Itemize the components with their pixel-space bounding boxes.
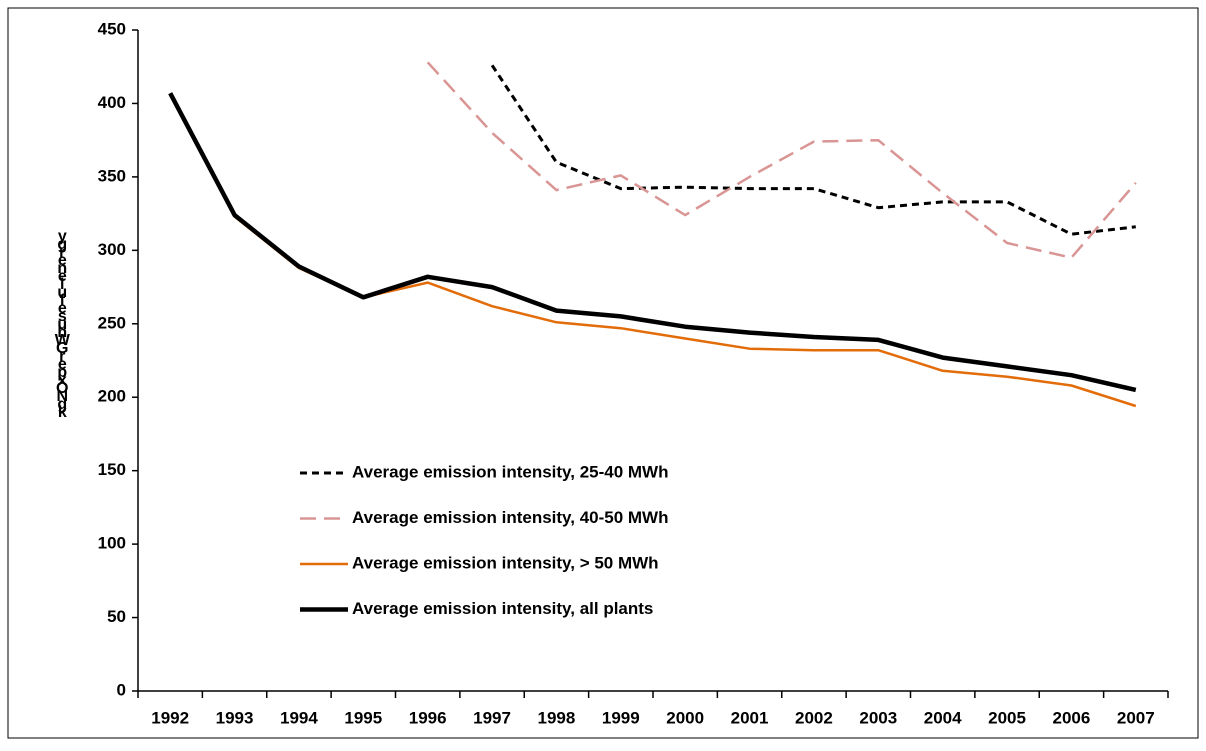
y-tick-label: 300 xyxy=(98,240,126,259)
y-tick-label: 400 xyxy=(98,93,126,112)
legend-label: Average emission intensity, > 50 MWh xyxy=(352,553,659,572)
legend-label: Average emission intensity, 25-40 MWh xyxy=(352,462,668,481)
y-tick-label: 200 xyxy=(98,387,126,406)
x-tick-label: 1996 xyxy=(409,708,447,727)
legend-label: Average emission intensity, 40-50 MWh xyxy=(352,508,668,527)
x-tick-label: 2001 xyxy=(731,708,769,727)
y-tick-label: 100 xyxy=(98,534,126,553)
x-tick-label: 2003 xyxy=(859,708,897,727)
series-line xyxy=(426,61,1137,259)
x-tick-label: 1992 xyxy=(151,708,189,727)
x-tick-label: 1994 xyxy=(280,708,318,727)
series-line xyxy=(168,92,1137,393)
y-tick-label: 250 xyxy=(98,313,126,332)
x-tick-label: 1995 xyxy=(344,708,382,727)
y-tick-label: 50 xyxy=(107,607,126,626)
legend-label: Average emission intensity, all plants xyxy=(352,599,653,618)
x-tick-label: 1999 xyxy=(602,708,640,727)
x-tick-label: 1993 xyxy=(216,708,254,727)
x-tick-label: 2007 xyxy=(1117,708,1155,727)
y-tick-label: 350 xyxy=(98,166,126,185)
y-tick-label: 150 xyxy=(98,460,126,479)
y-axis-label: ygrenelufesuhWGrepxONgk xyxy=(53,228,70,417)
x-tick-label: 2002 xyxy=(795,708,833,727)
x-tick-label: 1997 xyxy=(473,708,511,727)
chart-frame xyxy=(7,7,1199,739)
y-tick-label: 450 xyxy=(98,19,126,38)
x-tick-label: 1998 xyxy=(538,708,576,727)
x-tick-label: 2005 xyxy=(988,708,1026,727)
y-tick-label: 0 xyxy=(117,680,126,699)
x-tick-label: 2004 xyxy=(924,708,962,727)
x-tick-label: 2000 xyxy=(666,708,704,727)
x-tick-label: 2006 xyxy=(1053,708,1091,727)
